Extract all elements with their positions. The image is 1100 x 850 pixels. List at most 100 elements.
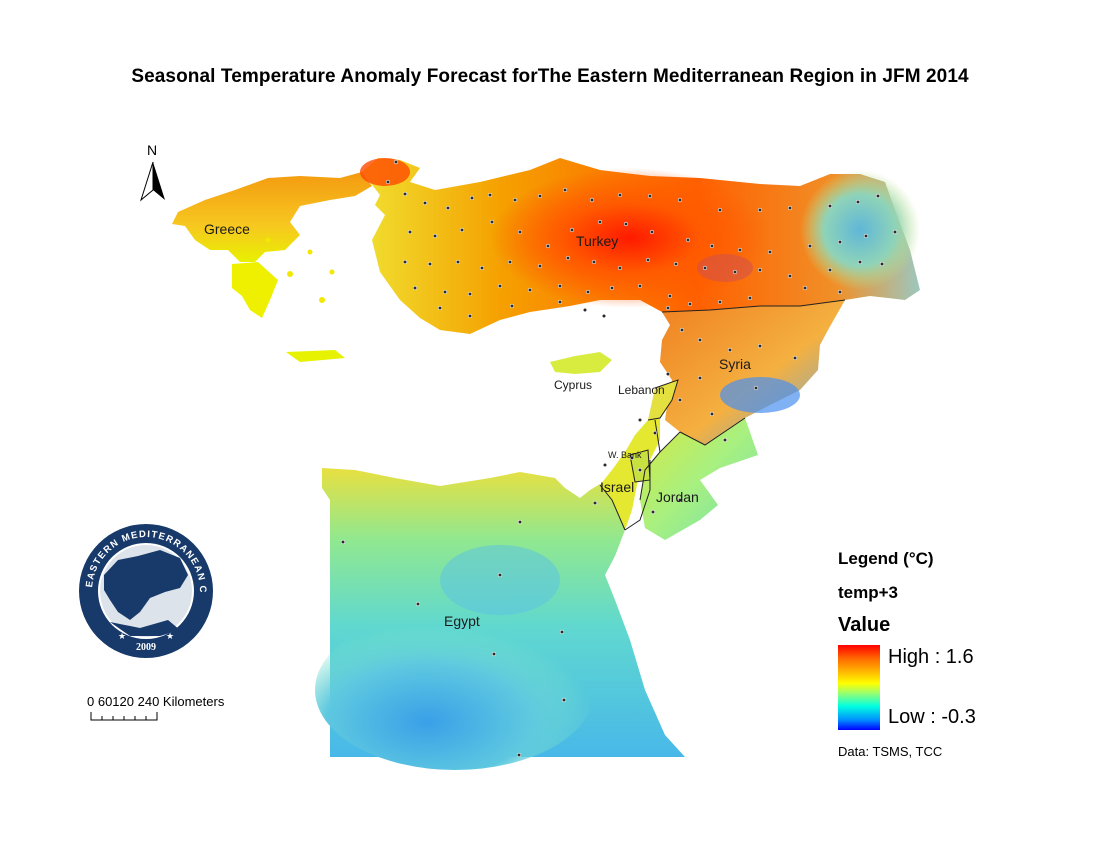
station-dot: [645, 257, 651, 263]
station-dot: [437, 305, 443, 311]
north-arrow-label: N: [147, 142, 157, 158]
station-dot: [537, 193, 543, 199]
station-dot: [509, 303, 515, 309]
station-dot: [767, 249, 773, 255]
label-egypt: Egypt: [444, 613, 480, 629]
label-lebanon: Lebanon: [618, 383, 665, 397]
legend-title: Legend (°C): [838, 549, 934, 568]
station-dot: [629, 455, 635, 461]
station-dot: [585, 289, 591, 295]
turkey-region: [360, 158, 920, 334]
station-dot: [807, 243, 813, 249]
station-dot: [340, 539, 346, 545]
station-dot: [709, 243, 715, 249]
station-dot: [697, 337, 703, 343]
logo-year: 2009: [136, 642, 156, 653]
station-dot: [875, 193, 881, 199]
greece-region: [172, 172, 372, 362]
station-dot: [709, 411, 715, 417]
legend-layer-name: temp+3: [838, 583, 898, 602]
station-dot: [487, 192, 493, 198]
label-syria: Syria: [719, 356, 751, 372]
station-dot: [527, 287, 533, 293]
svg-text:★: ★: [166, 631, 174, 641]
station-dot: [491, 651, 497, 657]
scale-bar-labels: 0 60120 240 Kilometers: [87, 694, 225, 709]
station-dot: [562, 187, 568, 193]
station-dot: [442, 289, 448, 295]
station-dot: [787, 273, 793, 279]
station-dot: [507, 259, 513, 265]
station-dot: [892, 229, 898, 235]
station-dot: [650, 509, 656, 515]
station-dot: [517, 229, 523, 235]
legend-high-label: High : 1.6: [888, 646, 974, 668]
station-dot: [415, 601, 421, 607]
station-dot: [561, 697, 567, 703]
station-dot: [516, 752, 522, 758]
station-dot: [732, 269, 738, 275]
station-dot: [649, 229, 655, 235]
station-dot: [677, 497, 683, 503]
station-dot: [582, 307, 588, 313]
station-dot: [727, 347, 733, 353]
station-dot: [637, 467, 643, 473]
station-dot: [432, 233, 438, 239]
station-dot: [667, 293, 673, 299]
station-dot: [592, 500, 598, 506]
station-dot: [837, 289, 843, 295]
station-dot: [459, 227, 465, 233]
station-dot: [747, 295, 753, 301]
station-dot: [802, 285, 808, 291]
station-dot: [697, 375, 703, 381]
station-dot: [489, 219, 495, 225]
station-dot: [385, 179, 391, 185]
station-dot: [517, 519, 523, 525]
station-dot: [591, 259, 597, 265]
svg-text:★: ★: [118, 631, 126, 641]
station-dot: [717, 299, 723, 305]
egypt-region: [315, 468, 685, 770]
station-markers: [340, 159, 898, 758]
scale-bar: [90, 712, 158, 721]
legend-field-name: Value: [838, 614, 891, 636]
station-dot: [497, 572, 503, 578]
station-dot: [545, 243, 551, 249]
station-dot: [565, 255, 571, 261]
station-dot: [792, 355, 798, 361]
station-dot: [722, 437, 728, 443]
legend-color-ramp: [838, 645, 880, 730]
station-dot: [557, 299, 563, 305]
station-dot: [687, 301, 693, 307]
station-dot: [512, 197, 518, 203]
station-dot: [652, 430, 658, 436]
label-jordan: Jordan: [656, 489, 699, 505]
station-dot: [787, 205, 793, 211]
station-dot: [455, 259, 461, 265]
station-dot: [677, 197, 683, 203]
label-turkey: Turkey: [576, 233, 618, 249]
station-dot: [665, 371, 671, 377]
station-dot: [647, 193, 653, 199]
legend-low-label: Low : -0.3: [888, 706, 976, 728]
station-dot: [857, 259, 863, 265]
station-dot: [637, 417, 643, 423]
station-dot: [407, 229, 413, 235]
station-dot: [445, 205, 451, 211]
station-dot: [617, 192, 623, 198]
station-dot: [757, 207, 763, 213]
station-dot: [617, 265, 623, 271]
station-dot: [497, 283, 503, 289]
station-dot: [827, 267, 833, 273]
station-dot: [589, 197, 595, 203]
label-israel: Israel: [600, 479, 634, 495]
station-dot: [597, 219, 603, 225]
station-dot: [685, 237, 691, 243]
label-cyprus: Cyprus: [554, 378, 592, 392]
cyprus-region: [550, 352, 612, 374]
station-dot: [702, 265, 708, 271]
station-dot: [602, 462, 608, 468]
station-dot: [609, 285, 615, 291]
station-dot: [637, 283, 643, 289]
